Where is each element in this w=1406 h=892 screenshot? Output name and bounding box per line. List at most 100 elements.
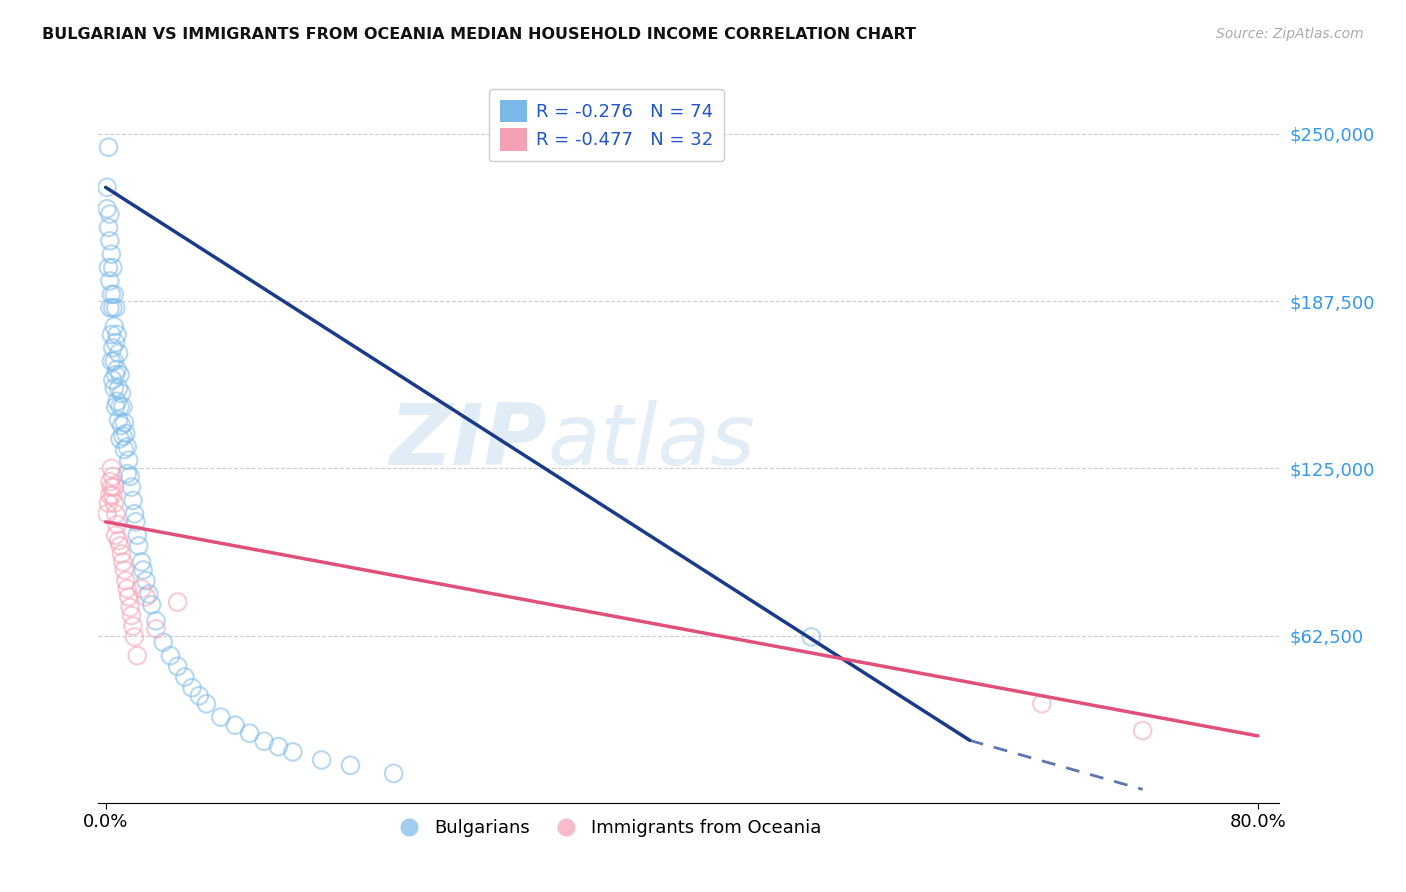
Point — [209, 710, 232, 724]
Point — [107, 413, 129, 427]
Point — [145, 614, 167, 628]
Point — [128, 539, 150, 553]
Point — [115, 582, 138, 596]
Point — [100, 287, 122, 301]
Point — [115, 440, 138, 454]
Point — [114, 426, 136, 441]
Text: ZIP: ZIP — [389, 400, 547, 483]
Point — [253, 734, 276, 748]
Point — [1031, 697, 1053, 711]
Point — [173, 670, 195, 684]
Point — [122, 619, 145, 633]
Point — [101, 469, 124, 483]
Point — [104, 400, 127, 414]
Point — [107, 381, 129, 395]
Point — [98, 301, 121, 315]
Point — [103, 319, 125, 334]
Point — [103, 287, 125, 301]
Point — [124, 630, 146, 644]
Point — [124, 507, 146, 521]
Point — [98, 274, 121, 288]
Point — [97, 140, 120, 154]
Point — [97, 496, 120, 510]
Point — [100, 327, 122, 342]
Point — [800, 630, 823, 644]
Point — [105, 394, 128, 409]
Point — [108, 368, 131, 382]
Point — [267, 739, 290, 754]
Point — [110, 418, 132, 433]
Point — [105, 362, 128, 376]
Point — [120, 469, 142, 483]
Point — [131, 582, 153, 596]
Point — [97, 260, 120, 275]
Point — [159, 648, 181, 663]
Point — [105, 517, 128, 532]
Point — [103, 480, 125, 494]
Point — [108, 400, 131, 414]
Point — [96, 507, 118, 521]
Point — [112, 416, 135, 430]
Point — [98, 207, 121, 221]
Point — [104, 368, 127, 382]
Point — [101, 301, 124, 315]
Point — [104, 528, 127, 542]
Point — [114, 574, 136, 588]
Point — [141, 598, 163, 612]
Point — [110, 386, 132, 401]
Point — [132, 563, 155, 577]
Point — [122, 493, 145, 508]
Point — [98, 234, 121, 248]
Point — [96, 202, 118, 216]
Text: BULGARIAN VS IMMIGRANTS FROM OCEANIA MEDIAN HOUSEHOLD INCOME CORRELATION CHART: BULGARIAN VS IMMIGRANTS FROM OCEANIA MED… — [42, 27, 917, 42]
Point — [100, 247, 122, 261]
Point — [1132, 723, 1154, 738]
Point — [188, 689, 211, 703]
Point — [115, 467, 138, 481]
Point — [145, 622, 167, 636]
Point — [152, 635, 174, 649]
Point — [110, 547, 132, 561]
Point — [107, 533, 129, 548]
Point — [105, 327, 128, 342]
Point — [125, 515, 148, 529]
Point — [121, 480, 143, 494]
Point — [135, 590, 157, 604]
Point — [103, 496, 125, 510]
Point — [101, 260, 124, 275]
Point — [239, 726, 262, 740]
Point — [112, 563, 135, 577]
Point — [311, 753, 333, 767]
Legend: Bulgarians, Immigrants from Oceania: Bulgarians, Immigrants from Oceania — [384, 812, 830, 845]
Point — [97, 220, 120, 235]
Point — [104, 301, 127, 315]
Point — [224, 718, 246, 732]
Point — [100, 354, 122, 368]
Point — [98, 475, 121, 489]
Point — [111, 429, 134, 443]
Point — [195, 697, 218, 711]
Point — [104, 335, 127, 350]
Point — [100, 480, 122, 494]
Point — [107, 346, 129, 360]
Point — [281, 745, 304, 759]
Point — [121, 608, 143, 623]
Point — [104, 507, 127, 521]
Point — [127, 648, 149, 663]
Point — [339, 758, 361, 772]
Point — [120, 600, 142, 615]
Point — [101, 373, 124, 387]
Point — [100, 461, 122, 475]
Point — [101, 341, 124, 355]
Point — [103, 381, 125, 395]
Point — [108, 539, 131, 553]
Point — [181, 681, 204, 695]
Point — [103, 354, 125, 368]
Point — [96, 180, 118, 194]
Point — [101, 488, 124, 502]
Text: Source: ZipAtlas.com: Source: ZipAtlas.com — [1216, 27, 1364, 41]
Point — [166, 659, 188, 673]
Point — [118, 453, 141, 467]
Point — [166, 595, 188, 609]
Point — [382, 766, 405, 780]
